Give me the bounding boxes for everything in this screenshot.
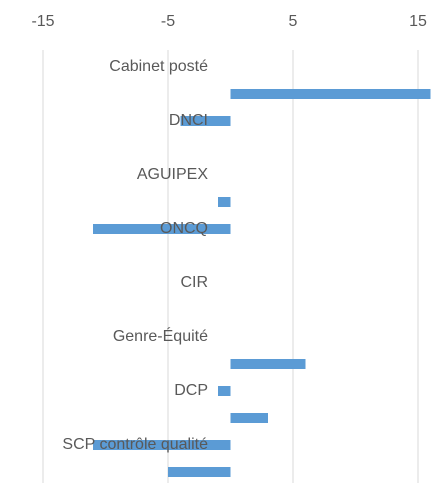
x-tick-label: 5 [289,13,298,30]
bar [230,413,268,423]
bar [93,440,231,450]
bar [230,359,306,369]
bar [180,116,231,126]
bar [218,197,231,207]
bar [230,89,431,99]
y-tick-label: ONCQ [160,220,208,237]
bar [168,467,231,477]
y-tick-label: Genre-Équité [113,326,208,345]
y-tick-label: Cabinet posté [109,58,208,75]
bar [93,224,231,234]
y-tick-label: AGUIPEX [137,166,208,183]
y-tick-label: CIR [180,274,208,291]
y-tick-label: SCP contrôle qualité [62,436,208,453]
x-tick-label: -15 [31,13,54,30]
y-tick-label: DCP [174,382,208,399]
x-tick-label: 15 [409,13,427,30]
y-tick-label: DNCI [169,112,208,129]
bar [218,386,231,396]
x-tick-label: -5 [161,13,175,30]
